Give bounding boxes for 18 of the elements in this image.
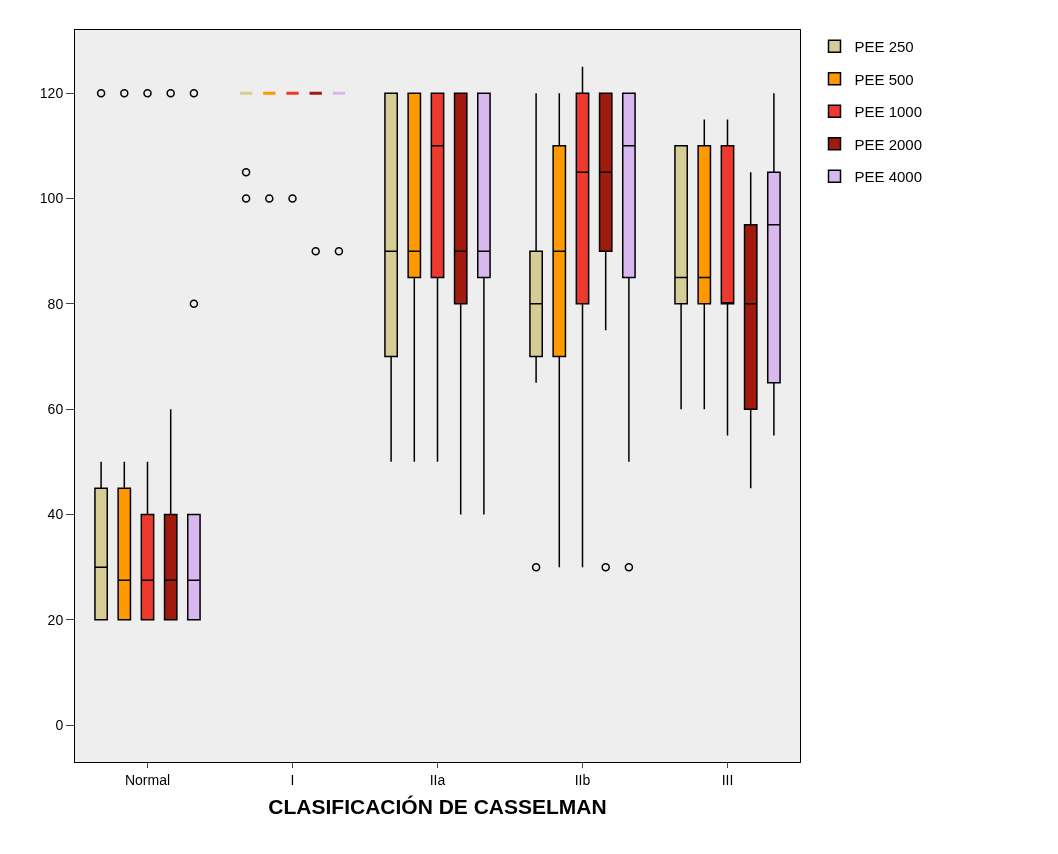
legend-label: PEE 250 xyxy=(854,38,914,56)
x-axis-title: CLASIFICACIÓN DE CASSELMAN xyxy=(268,795,607,818)
y-tick-label: 80 xyxy=(47,295,64,312)
legend-label: PEE 2000 xyxy=(854,135,923,153)
y-tick-label: 40 xyxy=(47,506,64,523)
x-tick-label: I xyxy=(290,771,295,788)
legend-label: PEE 4000 xyxy=(854,168,923,186)
y-tick-label: 0 xyxy=(55,717,64,734)
legend-label: PEE 500 xyxy=(854,70,914,88)
y-tick-label: 20 xyxy=(47,611,64,628)
x-tick-label: IIa xyxy=(429,771,446,788)
y-tick-label: 100 xyxy=(39,190,64,207)
y-tick-label: 60 xyxy=(47,401,64,418)
x-tick-label: III xyxy=(721,771,734,788)
legend-label: PEE 1000 xyxy=(854,103,923,121)
y-tick-label: 120 xyxy=(39,85,64,102)
x-tick-label: IIb xyxy=(574,771,591,788)
x-tick-label: Normal xyxy=(124,771,171,788)
